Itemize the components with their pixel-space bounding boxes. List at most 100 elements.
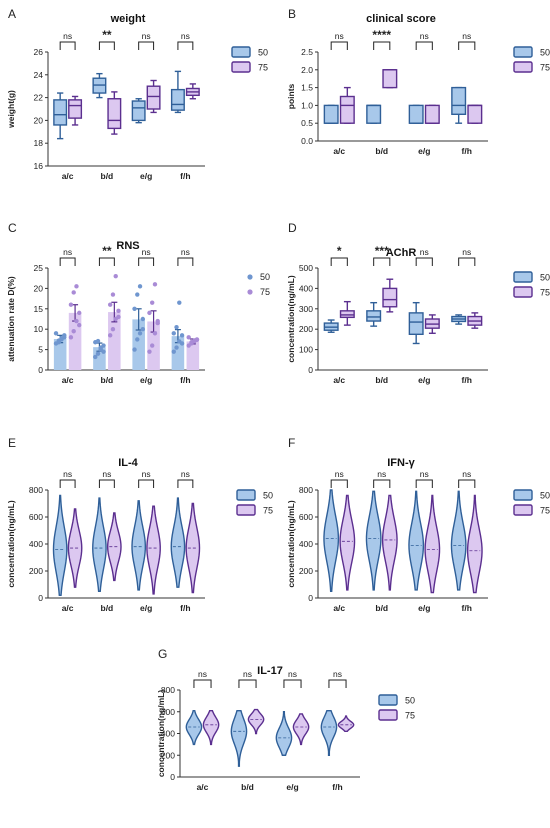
sig-bracket	[415, 257, 433, 266]
data-point	[132, 347, 137, 352]
box-75	[382, 69, 398, 89]
y-axis-label: concentration(ng/mL)	[286, 275, 296, 363]
sig-label: ns	[420, 469, 429, 479]
chart-title: AChR	[386, 247, 417, 259]
sig-label: ns	[243, 669, 252, 679]
panel-letter: E	[8, 436, 16, 450]
panel-letter: G	[158, 647, 167, 661]
x-tick-label: b/d	[375, 146, 388, 156]
violin-75	[337, 715, 355, 733]
sig-label: ns	[63, 31, 72, 41]
x-tick-label: a/c	[333, 146, 345, 156]
sig-label: ns	[420, 31, 429, 41]
x-tick-label: a/c	[333, 603, 345, 613]
legend-swatch	[513, 46, 533, 58]
data-point	[77, 310, 82, 316]
box-75	[339, 310, 355, 319]
y-tick-label: 26	[34, 47, 44, 57]
sig-label: ns	[102, 469, 111, 479]
data-point	[150, 343, 155, 348]
panel-letter: C	[8, 221, 17, 235]
legend-label: 50	[540, 273, 550, 283]
y-tick-label: 400	[299, 283, 313, 293]
legend-label: 75	[540, 288, 550, 298]
data-point	[68, 302, 74, 307]
y-tick-label: 600	[161, 707, 175, 717]
data-point	[77, 322, 82, 328]
violin-75	[292, 713, 310, 746]
y-tick-label: 16	[34, 161, 44, 171]
data-point	[116, 314, 121, 320]
y-tick-label: 20	[34, 283, 44, 293]
data-point	[194, 337, 200, 343]
x-tick-label: b/d	[375, 603, 388, 613]
sig-label: ns	[462, 247, 471, 257]
violin-50	[365, 490, 382, 591]
y-tick-label: 0	[38, 593, 43, 603]
sig-label: ns	[462, 31, 471, 41]
violin-50	[92, 497, 107, 592]
y-tick-label: 0	[308, 365, 313, 375]
x-tick-label: f/h	[180, 171, 190, 181]
sig-label: ns	[181, 469, 190, 479]
legend-swatch	[236, 504, 256, 516]
box-75	[68, 99, 83, 119]
data-point	[107, 302, 113, 307]
violin-50	[450, 490, 467, 591]
legend-swatch	[231, 46, 251, 58]
x-tick-label: f/h	[180, 375, 190, 385]
legend-label: 50	[540, 48, 550, 58]
y-tick-label: 200	[161, 750, 175, 760]
sig-label: ns	[335, 31, 344, 41]
violin-75	[381, 494, 398, 591]
y-tick-label: 800	[299, 485, 313, 495]
sig-bracket	[98, 41, 115, 50]
y-tick-label: 500	[299, 263, 313, 273]
x-tick-label: e/g	[418, 375, 430, 385]
sig-bracket	[373, 41, 391, 50]
data-point	[147, 310, 152, 316]
legend-label: 75	[260, 287, 270, 297]
x-tick-label: a/c	[62, 375, 74, 385]
panel-letter: B	[288, 7, 296, 21]
y-tick-label: 22	[34, 93, 44, 103]
legend-swatch	[513, 271, 533, 283]
box-75	[467, 104, 483, 124]
data-point	[137, 331, 143, 336]
y-tick-label: 400	[299, 539, 313, 549]
sig-bracket	[98, 257, 115, 266]
legend-label: 50	[260, 272, 270, 282]
y-axis-label: points	[286, 83, 296, 109]
sig-label: *	[337, 244, 342, 258]
sig-bracket	[59, 479, 76, 488]
sig-bracket	[177, 257, 194, 266]
y-tick-label: 2.5	[301, 47, 313, 57]
box-50	[323, 104, 339, 124]
x-tick-label: b/d	[101, 171, 114, 181]
x-tick-label: e/g	[286, 782, 298, 792]
y-tick-label: 1.5	[301, 83, 313, 93]
box-50	[170, 88, 185, 111]
violin-50	[52, 494, 68, 596]
sig-label: ns	[420, 247, 429, 257]
legend-swatch	[513, 504, 533, 516]
y-tick-label: 25	[34, 263, 44, 273]
data-point	[71, 329, 76, 334]
data-point	[171, 331, 176, 336]
box-75	[382, 287, 398, 308]
violin-75	[466, 494, 483, 594]
x-tick-label: b/d	[101, 603, 114, 613]
data-point	[155, 318, 160, 324]
sig-label: ns	[288, 669, 297, 679]
panel-letter: F	[288, 436, 295, 450]
x-tick-label: e/g	[140, 375, 152, 385]
bar-75	[68, 312, 82, 370]
chart-title: weight	[110, 13, 146, 25]
y-tick-label: 400	[161, 729, 175, 739]
y-tick-label: 300	[299, 304, 313, 314]
data-point	[147, 349, 152, 354]
panel-e: E IL-4 0 200 400 600 800 concentration(ng/mL) a/…	[6, 436, 273, 613]
box-75	[107, 98, 122, 130]
x-tick-label: f/h	[462, 375, 472, 385]
